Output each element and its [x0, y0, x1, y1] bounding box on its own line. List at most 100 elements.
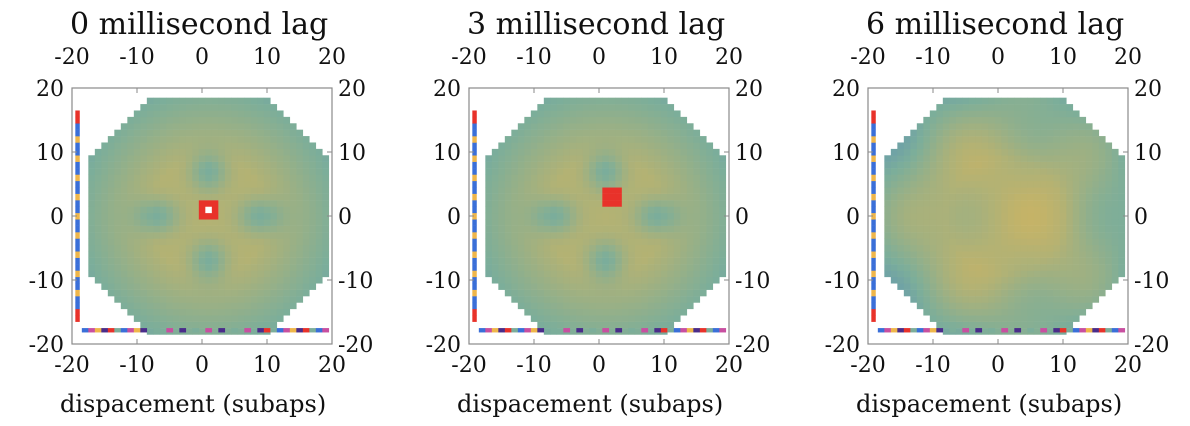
heatmap-cell: [569, 270, 577, 278]
heatmap-cell: [706, 174, 714, 182]
heatmap-cell: [250, 289, 258, 297]
heatmap-cell: [185, 161, 193, 169]
bottom-artifact-cell: [589, 328, 597, 333]
heatmap-cell: [185, 315, 193, 322]
heatmap-cell: [498, 270, 506, 278]
tick-marks: [867, 87, 1129, 345]
heatmap-cell: [498, 161, 506, 169]
heatmap-cell: [890, 238, 898, 246]
heatmap-cell: [1079, 289, 1087, 297]
heatmap-cell: [994, 251, 1002, 258]
heatmap-cell: [283, 238, 291, 246]
heatmap-cell: [903, 238, 911, 246]
heatmap-cell: [270, 104, 278, 111]
heatmap-cell: [107, 251, 115, 258]
edge-artifact-cell: [871, 123, 876, 130]
heatmap-cell: [923, 264, 931, 271]
heatmap-cell: [910, 251, 918, 258]
heatmap-cell: [994, 116, 1002, 124]
edge-artifact-cell: [472, 168, 477, 175]
heatmap-cell: [237, 116, 245, 124]
heatmap-cell: [491, 276, 499, 284]
heatmap-cell: [962, 321, 970, 329]
heatmap-cell: [140, 142, 148, 150]
heatmap-cell: [263, 97, 271, 105]
heatmap-cell: [1072, 270, 1080, 278]
heatmap-cell: [680, 276, 688, 284]
heatmap-cell: [975, 123, 983, 130]
heatmap-cell: [198, 193, 206, 201]
heatmap-cell: [237, 321, 245, 329]
heatmap-cell: [192, 289, 200, 297]
heatmap-cell: [660, 174, 668, 182]
heatmap-cell: [1007, 219, 1015, 226]
heatmap-cell: [88, 180, 96, 188]
heatmap-cell: [589, 219, 597, 226]
heatmap-cell: [556, 270, 564, 278]
heatmap-cell: [179, 187, 187, 194]
heatmap-cell: [524, 129, 532, 137]
heatmap-cell: [1046, 257, 1054, 265]
heatmap-cell: [654, 296, 662, 303]
heatmap-cell: [955, 212, 963, 220]
heatmap-cell: [179, 219, 187, 226]
heatmap-cell: [569, 232, 577, 239]
heatmap-cell: [1079, 219, 1087, 226]
heatmap-cell: [114, 148, 122, 156]
heatmap-cell: [257, 219, 265, 226]
heatmap-cell: [1072, 315, 1080, 322]
heatmap-cell: [504, 276, 512, 284]
heatmap-cell: [159, 110, 167, 118]
heatmap-cell: [706, 200, 714, 207]
heatmap-cell: [667, 283, 675, 290]
heatmap-cell: [628, 289, 636, 297]
heatmap-cell: [667, 232, 675, 239]
heatmap-cell: [550, 104, 558, 111]
heatmap-cell: [1105, 180, 1113, 188]
heatmap-cell: [1098, 148, 1106, 156]
heatmap-cell: [641, 283, 649, 290]
heatmap-cell: [569, 168, 577, 175]
heatmap-cell: [955, 180, 963, 188]
heatmap-cell: [101, 283, 109, 290]
heatmap-cell: [988, 206, 996, 214]
heatmap-cell: [1014, 264, 1022, 271]
heatmap-cell: [556, 251, 564, 258]
heatmap-cell: [237, 193, 245, 201]
heatmap-cell: [923, 193, 931, 201]
heatmap-cell: [276, 219, 284, 226]
heatmap-cell: [576, 219, 584, 226]
heatmap-cell: [231, 212, 239, 220]
heatmap-cell: [485, 161, 493, 169]
heatmap-cell: [582, 97, 590, 105]
heatmap-cell: [146, 180, 154, 188]
heatmap-cell: [955, 296, 963, 303]
heatmap-cell: [582, 200, 590, 207]
heatmap-cell: [550, 225, 558, 233]
heatmap-cell: [550, 187, 558, 194]
heatmap-cell: [1033, 168, 1041, 175]
heatmap-cell: [1059, 251, 1067, 258]
heatmap-cell: [595, 232, 603, 239]
edge-artifact-cell: [871, 308, 876, 316]
heatmap-cell: [179, 116, 187, 124]
heatmap-cell: [975, 116, 983, 124]
bottom-artifact-cell: [491, 328, 499, 333]
heatmap-cell: [576, 238, 584, 246]
heatmap-cell: [929, 129, 937, 137]
heatmap-cell: [309, 148, 317, 156]
heatmap-cell: [884, 264, 892, 271]
edge-artifact-cell: [472, 244, 477, 252]
heatmap-cell: [537, 136, 545, 143]
heatmap-cell: [955, 225, 963, 233]
heatmap-cell: [120, 161, 128, 169]
heatmap-cell: [127, 232, 135, 239]
heatmap-cell: [244, 104, 252, 111]
heatmap-cell: [1059, 161, 1067, 169]
heatmap-cell: [1059, 212, 1067, 220]
heatmap-cell: [1001, 276, 1009, 284]
heatmap-cell: [231, 251, 239, 258]
heatmap-cell: [1066, 206, 1074, 214]
heatmap-cell: [185, 206, 193, 214]
heatmap-cell: [101, 219, 109, 226]
